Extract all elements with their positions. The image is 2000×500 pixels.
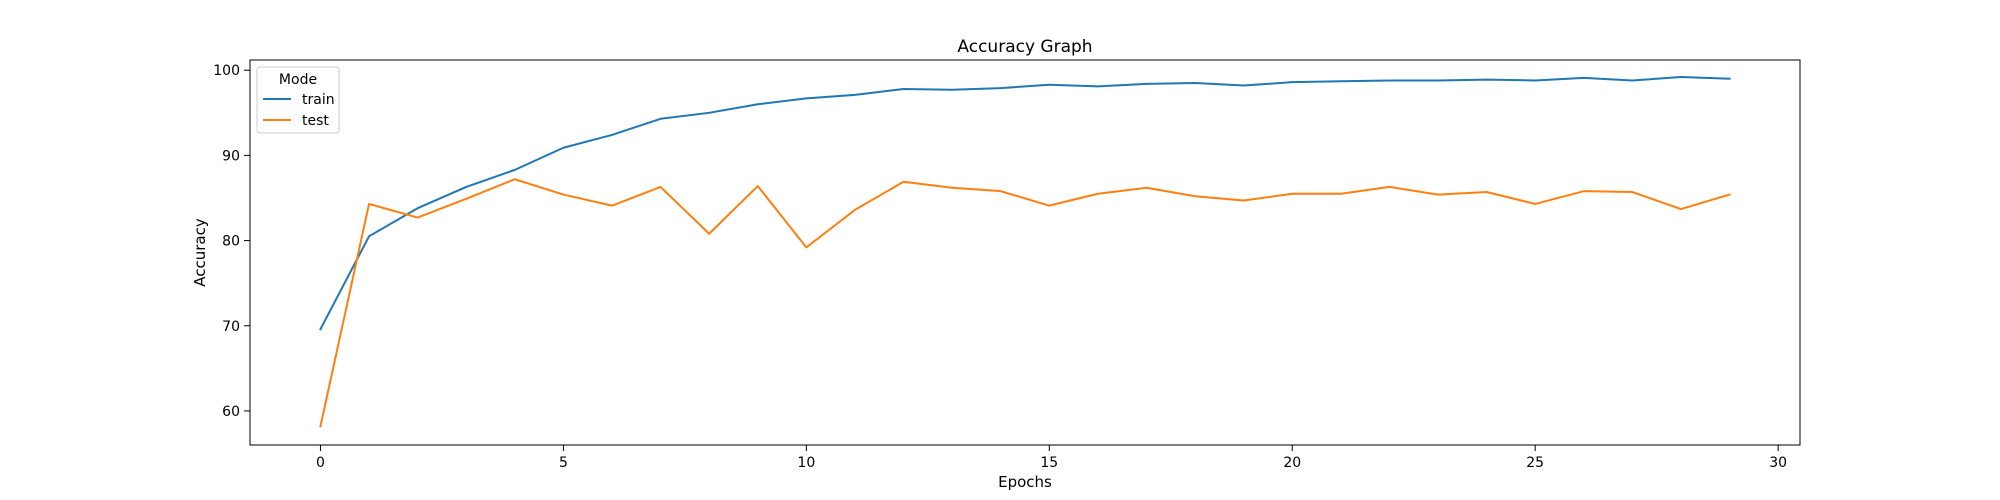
y-tick-label: 80 xyxy=(222,234,240,250)
y-axis-ticks: 60 70 80 90 100 xyxy=(213,63,250,420)
y-tick-label: 90 xyxy=(222,148,240,164)
x-tick-label: 15 xyxy=(1040,455,1058,471)
legend-items: train test xyxy=(263,92,335,129)
x-tick-label: 5 xyxy=(559,455,568,471)
x-axis-label: Epochs xyxy=(998,473,1052,491)
series-line-train xyxy=(319,76,1731,331)
x-tick-label: 20 xyxy=(1283,455,1301,471)
y-axis-label: Accuracy xyxy=(191,218,209,287)
series-layer xyxy=(319,76,1731,428)
legend: Mode train test xyxy=(256,66,340,134)
legend-frame xyxy=(256,66,340,134)
y-tick-label: 60 xyxy=(222,404,240,420)
chart-title: Accuracy Graph xyxy=(957,37,1092,57)
legend-label-test: test xyxy=(302,113,329,129)
y-tick-label: 70 xyxy=(222,319,240,335)
plot-area: 0 5 10 15 20 25 30 60 70 80 90 100 xyxy=(213,59,1801,471)
x-tick-label: 25 xyxy=(1526,455,1544,471)
x-tick-label: 10 xyxy=(797,455,815,471)
legend-title: Mode xyxy=(279,72,317,88)
series-line-test xyxy=(319,178,1731,428)
x-tick-label: 0 xyxy=(316,455,325,471)
legend-label-train: train xyxy=(302,92,335,108)
x-tick-label: 30 xyxy=(1769,455,1787,471)
y-tick-label: 100 xyxy=(213,63,240,79)
x-axis-ticks: 0 5 10 15 20 25 30 xyxy=(316,445,1787,471)
plot-frame xyxy=(249,59,1801,446)
